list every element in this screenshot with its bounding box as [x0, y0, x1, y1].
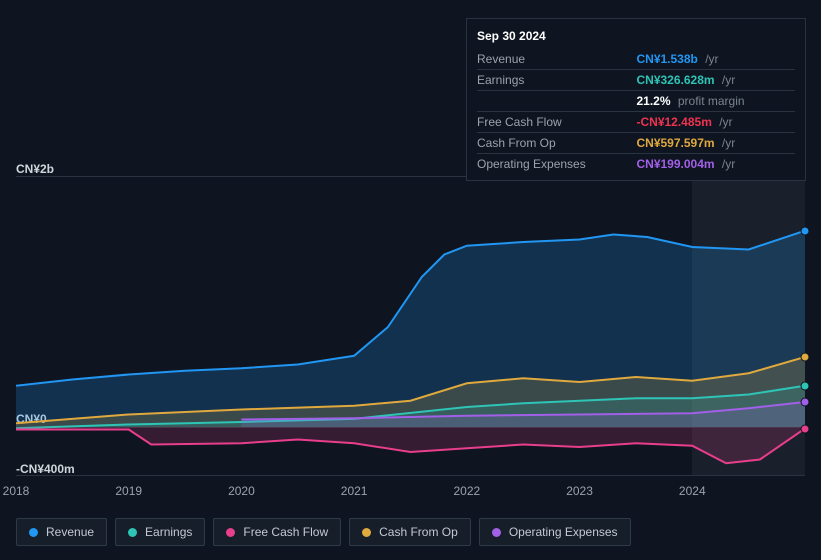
- tooltip-value: CN¥326.628m /yr: [636, 70, 795, 91]
- tooltip-label: Earnings: [477, 70, 636, 91]
- y-tick-label: CN¥2b: [16, 162, 54, 176]
- legend-item-revenue[interactable]: Revenue: [16, 518, 107, 546]
- legend-item-cash-from-op[interactable]: Cash From Op: [349, 518, 471, 546]
- tooltip-row-revenue: RevenueCN¥1.538b /yr: [477, 49, 795, 70]
- tooltip-value: CN¥1.538b /yr: [636, 49, 795, 70]
- legend-item-earnings[interactable]: Earnings: [115, 518, 205, 546]
- tooltip-row-fcf: Free Cash Flow-CN¥12.485m /yr: [477, 112, 795, 133]
- end-marker: [801, 381, 810, 390]
- legend-label: Earnings: [145, 525, 192, 539]
- tooltip-label: Cash From Op: [477, 133, 636, 154]
- tooltip-value: CN¥597.597m /yr: [636, 133, 795, 154]
- end-marker: [801, 424, 810, 433]
- chart-area: CN¥2bCN¥0-CN¥400m: [16, 160, 805, 480]
- legend-item-operating-expenses[interactable]: Operating Expenses: [479, 518, 631, 546]
- chart-svg: [16, 177, 805, 477]
- x-tick-label: 2019: [115, 484, 142, 498]
- tooltip-row-margin: 21.2% profit margin: [477, 91, 795, 112]
- legend-label: Free Cash Flow: [243, 525, 328, 539]
- tooltip-label: Revenue: [477, 49, 636, 70]
- tooltip-label: [477, 91, 636, 112]
- legend-swatch: [128, 528, 137, 537]
- tooltip-label: Operating Expenses: [477, 154, 636, 175]
- x-tick-label: 2021: [341, 484, 368, 498]
- legend-swatch: [492, 528, 501, 537]
- tooltip-row-cfo: Cash From OpCN¥597.597m /yr: [477, 133, 795, 154]
- tooltip-row-earnings: EarningsCN¥326.628m /yr: [477, 70, 795, 91]
- tooltip-value: 21.2% profit margin: [636, 91, 795, 112]
- x-tick-label: 2018: [3, 484, 30, 498]
- x-axis: 2018201920202021202220232024: [16, 484, 805, 504]
- tooltip-value: -CN¥12.485m /yr: [636, 112, 795, 133]
- legend: Revenue Earnings Free Cash Flow Cash From O…: [16, 518, 631, 546]
- end-marker: [801, 398, 810, 407]
- chart-tooltip: Sep 30 2024 RevenueCN¥1.538b /yrEarnings…: [466, 18, 806, 181]
- legend-item-free-cash-flow[interactable]: Free Cash Flow: [213, 518, 341, 546]
- tooltip-value: CN¥199.004m /yr: [636, 154, 795, 175]
- legend-label: Revenue: [46, 525, 94, 539]
- legend-swatch: [226, 528, 235, 537]
- plot-region: [16, 176, 805, 476]
- legend-swatch: [29, 528, 38, 537]
- end-marker: [801, 226, 810, 235]
- tooltip-label: Free Cash Flow: [477, 112, 636, 133]
- tooltip-row-opex: Operating ExpensesCN¥199.004m /yr: [477, 154, 795, 175]
- x-tick-label: 2023: [566, 484, 593, 498]
- x-tick-label: 2024: [679, 484, 706, 498]
- legend-label: Cash From Op: [379, 525, 458, 539]
- end-marker: [801, 353, 810, 362]
- legend-label: Operating Expenses: [509, 525, 618, 539]
- legend-swatch: [362, 528, 371, 537]
- x-tick-label: 2022: [453, 484, 480, 498]
- tooltip-table: RevenueCN¥1.538b /yrEarningsCN¥326.628m …: [477, 49, 795, 174]
- tooltip-date: Sep 30 2024: [477, 25, 795, 49]
- x-tick-label: 2020: [228, 484, 255, 498]
